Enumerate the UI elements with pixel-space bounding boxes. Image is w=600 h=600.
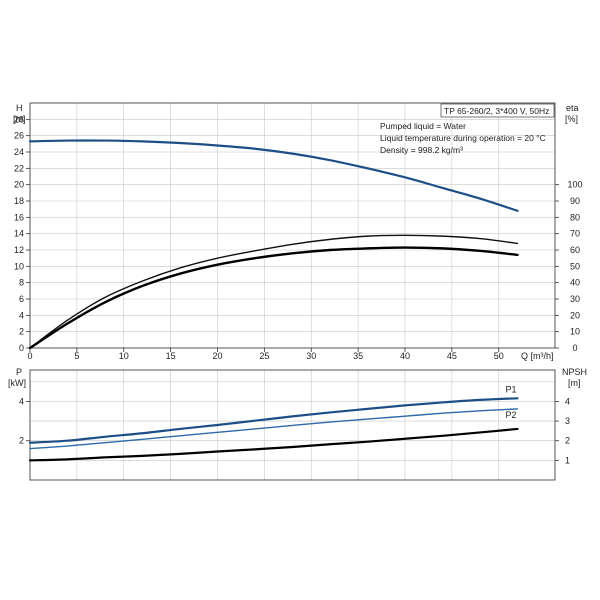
flow-tick-label: 5 — [74, 351, 79, 361]
npsh-tick-label: 2 — [565, 436, 570, 446]
eta-tick-label: 20 — [570, 310, 580, 320]
flow-tick-label: 45 — [447, 351, 457, 361]
pump-title-box: TP 65-260/2, 3*400 V, 50Hz — [440, 103, 555, 118]
head-tick-label: 14 — [14, 229, 24, 239]
npsh-tick-label: 4 — [565, 396, 570, 406]
efficiency-curve-upper — [29, 234, 519, 349]
upper-series-lines — [28, 139, 519, 350]
head-tick-label: 2 — [19, 327, 24, 337]
power-curve-p2 — [29, 408, 519, 450]
series-label-p1: P1 — [506, 384, 517, 394]
head-tick-label: 8 — [19, 278, 24, 288]
npsh-curve — [28, 427, 519, 462]
power-axis-unit: [kW] — [8, 378, 26, 388]
npsh-axis-label: NPSH — [562, 367, 587, 377]
eta-tick-label: 80 — [570, 212, 580, 222]
head-tick-label: 16 — [14, 212, 24, 222]
upper-plot-frame — [29, 102, 556, 349]
flow-tick-label: 10 — [119, 351, 129, 361]
flow-tick-label: 50 — [494, 351, 504, 361]
flow-tick-label: 20 — [212, 351, 222, 361]
power-curve-p1 — [28, 397, 519, 444]
pump-title-frame — [440, 103, 555, 118]
npsh-tick-label: 1 — [565, 455, 570, 465]
eta-axis-label: eta — [566, 103, 579, 113]
power-tick-label: 4 — [19, 396, 24, 406]
eta-tick-label: 50 — [570, 261, 580, 271]
pump-title: TP 65-260/2, 3*400 V, 50Hz — [444, 106, 549, 116]
eta-axis-ticks: 0 10 20 30 40 50 60 70 80 90 100 — [555, 180, 583, 353]
eta-axis-unit: [%] — [565, 114, 578, 124]
flow-tick-label: 35 — [353, 351, 363, 361]
eta-tick-label: 40 — [570, 278, 580, 288]
npsh-tick-label: 3 — [565, 416, 570, 426]
head-tick-label: 0 — [19, 343, 24, 353]
lower-plot-frame — [29, 369, 556, 481]
flow-tick-label: 15 — [166, 351, 176, 361]
npsh-axis-ticks: 1 2 3 4 — [555, 396, 570, 465]
eta-tick-label: 60 — [570, 245, 580, 255]
eta-tick-label: 90 — [570, 196, 580, 206]
flow-tick-label: 25 — [259, 351, 269, 361]
flow-axis-label: Q [m³/h] — [521, 351, 554, 361]
flow-tick-label: 40 — [400, 351, 410, 361]
lower-series-lines: P1 P2 — [28, 384, 519, 462]
upper-grid — [30, 103, 555, 348]
eta-tick-label: 10 — [570, 327, 580, 337]
eta-tick-label: 30 — [570, 294, 580, 304]
power-axis-label: P — [16, 367, 22, 377]
pumped-liquid-info: Pumped liquid = Water — [380, 121, 466, 131]
head-tick-label: 20 — [14, 180, 24, 190]
head-tick-label: 24 — [14, 147, 24, 157]
head-tick-label: 18 — [14, 196, 24, 206]
head-curve — [28, 139, 519, 212]
head-tick-label: 6 — [19, 294, 24, 304]
density-info: Density = 998.2 kg/m³ — [380, 145, 463, 155]
head-tick-label: 22 — [14, 163, 24, 173]
power-tick-label: 2 — [19, 436, 24, 446]
flow-tick-label: 30 — [306, 351, 316, 361]
eta-tick-label: 0 — [572, 343, 577, 353]
npsh-axis-unit: [m] — [568, 378, 581, 388]
eta-tick-label: 100 — [567, 180, 582, 190]
head-tick-label: 4 — [19, 310, 24, 320]
liquid-temperature-info: Liquid temperature during operation = 20… — [380, 133, 546, 143]
power-axis-ticks: 24 — [19, 396, 30, 446]
head-tick-label: 28 — [14, 114, 24, 124]
head-tick-label: 12 — [14, 245, 24, 255]
eta-tick-label: 70 — [570, 229, 580, 239]
efficiency-curve-lower — [28, 246, 519, 350]
head-tick-label: 10 — [14, 261, 24, 271]
head-axis-unit: [m] — [13, 114, 26, 124]
head-tick-label: 26 — [14, 131, 24, 141]
series-label-p2: P2 — [506, 410, 517, 420]
head-axis-label: H — [16, 103, 23, 113]
flow-tick-label: 0 — [27, 351, 32, 361]
